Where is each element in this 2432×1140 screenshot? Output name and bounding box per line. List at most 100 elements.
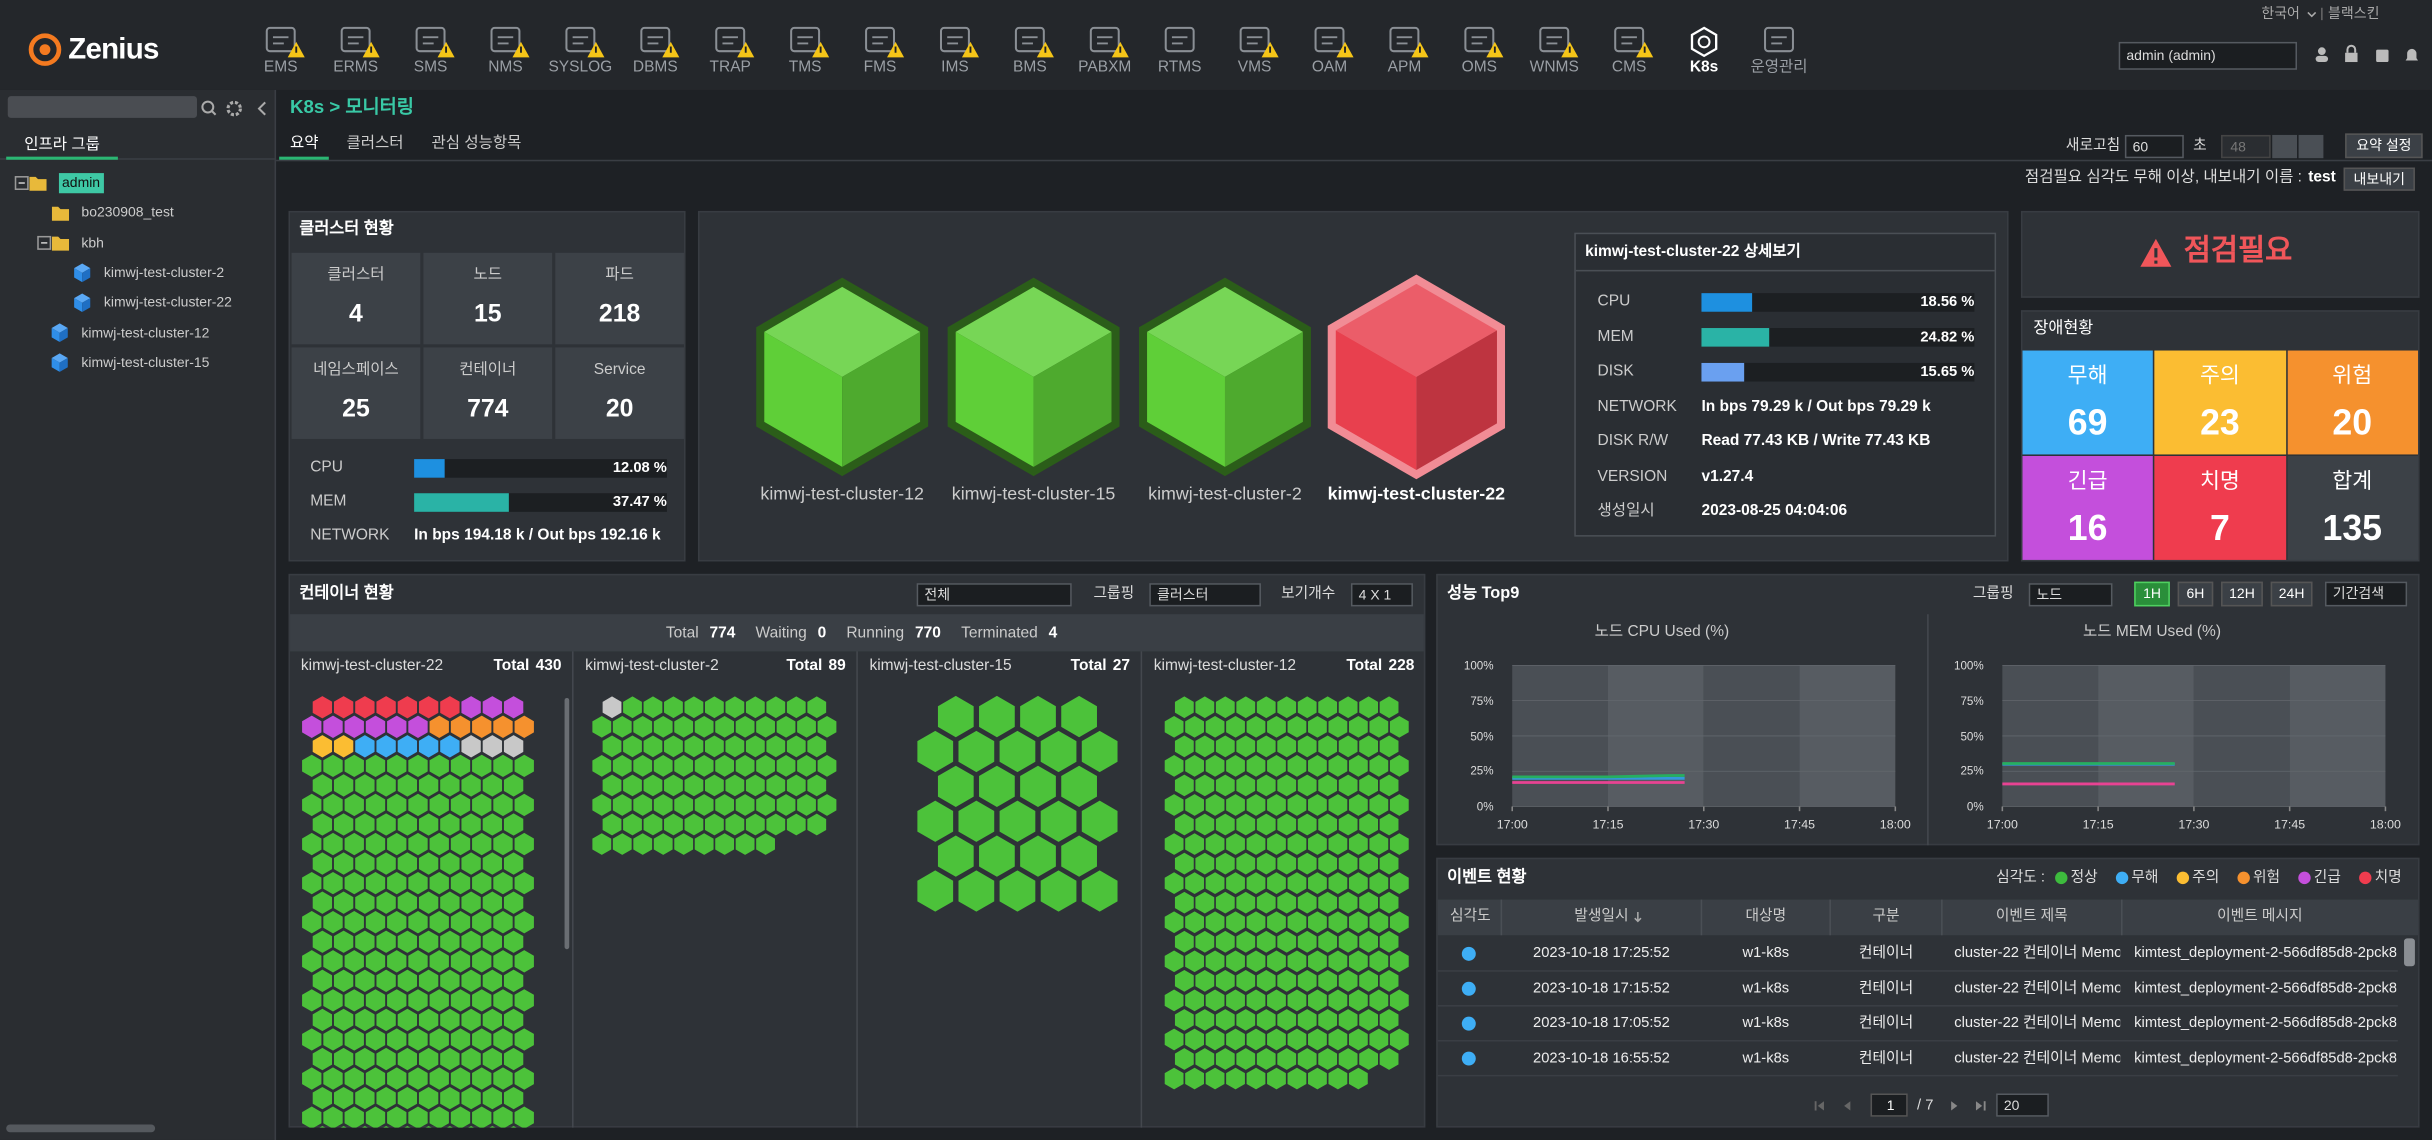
network-label: NETWORK xyxy=(310,527,390,545)
table-cell: cluster-22 컨테이너 Memo xyxy=(1954,1014,2121,1032)
tab[interactable]: 요약 xyxy=(290,134,319,152)
group-name: kimwj-test-cluster-2 xyxy=(585,657,719,675)
pod-hex xyxy=(383,1126,389,1128)
tree-label[interactable]: kbh xyxy=(81,234,104,251)
sidebar-tab[interactable]: 인프라 그룹 xyxy=(24,136,100,154)
range-button[interactable]: 12H xyxy=(2221,581,2263,607)
page-value: 1 xyxy=(1886,1096,1895,1113)
notice-text: 점검필요 심각도 무해 이상, 내보내기 이름 : xyxy=(2024,169,2302,187)
table-cell: kimtest_deployment-2-566df85d8-2pck8 xyxy=(2134,979,2397,997)
refresh-select[interactable]: 60 xyxy=(2124,134,2184,159)
nav-label[interactable]: WNMS xyxy=(1529,58,1579,76)
tab[interactable]: 관심 성능항목 xyxy=(431,134,522,152)
nav-label[interactable]: OMS xyxy=(1461,58,1498,76)
nav-label[interactable]: CMS xyxy=(1611,58,1647,76)
detail-label: 생성일시 xyxy=(1597,502,1655,520)
nav-label[interactable]: APM xyxy=(1387,58,1422,76)
detail-label: NETWORK xyxy=(1597,398,1677,416)
nav-label[interactable]: IMS xyxy=(941,58,969,76)
summary-bar xyxy=(290,614,1424,652)
tab[interactable]: 클러스터 xyxy=(346,134,404,152)
nav-label[interactable]: FMS xyxy=(863,58,897,76)
nav-label[interactable]: ERMS xyxy=(333,58,379,76)
header-bar xyxy=(0,0,2432,90)
nav-label[interactable]: TRAP xyxy=(709,58,751,76)
tree-label[interactable]: kimwj-test-cluster-15 xyxy=(81,354,210,370)
cluster-name[interactable]: kimwj-test-cluster-12 xyxy=(760,485,924,505)
nav-label[interactable]: PABXM xyxy=(1078,58,1132,76)
y-tick-label: 100% xyxy=(1953,658,1984,673)
failure-cell xyxy=(2154,455,2286,560)
x-tick-label: 18:00 xyxy=(1879,817,1911,832)
table-header[interactable]: 발생일시 xyxy=(1574,907,1629,925)
breadcrumb: K8s > 모니터링 xyxy=(290,95,414,118)
table-header[interactable]: 대상명 xyxy=(1745,907,1787,925)
table-header[interactable]: 이벤트 제목 xyxy=(1995,907,2068,925)
language[interactable]: 한국어 xyxy=(2261,5,2300,22)
table-header[interactable]: 심각도 xyxy=(1450,907,1491,925)
range-button[interactable]: 6H xyxy=(2177,581,2214,607)
group-name: kimwj-test-cluster-12 xyxy=(1153,657,1296,675)
nav-label[interactable]: BMS xyxy=(1013,58,1047,76)
nav-label[interactable]: OAM xyxy=(1311,58,1348,76)
nav-label[interactable]: 운영관리 xyxy=(1750,58,1808,76)
export-button[interactable]: 내보내기 xyxy=(2343,167,2415,191)
nav-label[interactable]: SYSLOG xyxy=(548,58,613,76)
view-select[interactable]: 4 X 1 xyxy=(1350,583,1413,607)
range-button[interactable]: 1H xyxy=(2134,581,2170,607)
chart-title: 노드 MEM Used (%) xyxy=(2083,623,2222,641)
pause-button[interactable] xyxy=(2272,134,2298,159)
y-tick-label: 75% xyxy=(1960,693,1984,708)
failure-cell xyxy=(2287,350,2418,455)
user-select[interactable]: admin (admin) xyxy=(2118,41,2298,70)
legend-item: 무해 xyxy=(2131,869,2159,887)
page-count: / 7 xyxy=(1917,1097,1934,1115)
nav-label[interactable]: TMS xyxy=(788,58,822,76)
nav-label[interactable]: K8s xyxy=(1689,58,1719,76)
select-value: 20 xyxy=(2003,1096,2020,1113)
range-button[interactable]: 24H xyxy=(2270,581,2313,607)
table-cell: 2023-10-18 16:55:52 xyxy=(1532,1049,1670,1067)
page-input[interactable]: 1 xyxy=(1870,1093,1908,1117)
period-search[interactable]: 기간검색 xyxy=(2324,581,2408,607)
nav-label[interactable]: EMS xyxy=(263,58,298,76)
nav-label[interactable]: VMS xyxy=(1237,58,1272,76)
tree-label[interactable]: kimwj-test-cluster-22 xyxy=(103,294,232,310)
settings-button[interactable]: 요약 설정 xyxy=(2345,133,2423,159)
table-cell: w1-k8s xyxy=(1742,944,1790,962)
legend-item: 긴급 xyxy=(2313,869,2341,887)
nav-label[interactable]: DBMS xyxy=(632,58,678,76)
table-cell: 컨테이너 xyxy=(1858,1049,1914,1067)
pod-hex xyxy=(468,1126,474,1128)
filter-select[interactable]: 전체 xyxy=(916,583,1072,607)
x-tick-label: 17:30 xyxy=(1688,817,1720,832)
table-header[interactable]: 이벤트 메시지 xyxy=(2217,907,2303,925)
cluster-name[interactable]: kimwj-test-cluster-15 xyxy=(951,485,1116,505)
table-header[interactable]: 구분 xyxy=(1872,907,1900,925)
tree-label[interactable]: kimwj-test-cluster-12 xyxy=(81,324,210,340)
search-input[interactable] xyxy=(7,96,197,118)
perf-grouping-select[interactable]: 노드 xyxy=(2028,583,2113,607)
group-total: 430 xyxy=(535,657,562,675)
table-cell: 2023-10-18 17:15:52 xyxy=(1532,979,1670,997)
table-cell: cluster-22 컨테이너 Memo xyxy=(1954,944,2121,962)
tree-label[interactable]: bo230908_test xyxy=(81,204,174,221)
group-name: kimwj-test-cluster-15 xyxy=(869,657,1012,675)
detail-box xyxy=(1574,232,1997,537)
tree-label[interactable]: admin xyxy=(58,173,104,193)
refresh-button[interactable] xyxy=(2298,134,2324,159)
page-size-select[interactable]: 20 xyxy=(1996,1093,2049,1117)
nav-label[interactable]: RTMS xyxy=(1157,58,1202,76)
table-cell: w1-k8s xyxy=(1742,979,1790,997)
tree-label[interactable]: kimwj-test-cluster-2 xyxy=(103,264,225,280)
nav-label[interactable]: SMS xyxy=(413,58,448,76)
cluster-name[interactable]: kimwj-test-cluster-2 xyxy=(1148,485,1302,505)
x-tick-label: 17:15 xyxy=(2082,817,2114,832)
grouping-select[interactable]: 클러스터 xyxy=(1149,583,1261,607)
table-cell: 컨테이너 xyxy=(1858,1014,1914,1032)
x-tick-label: 17:00 xyxy=(1986,817,2018,832)
skin[interactable]: 블랙스킨 xyxy=(2328,5,2380,22)
nav-label[interactable]: NMS xyxy=(488,58,523,76)
cluster-name[interactable]: kimwj-test-cluster-22 xyxy=(1327,485,1506,505)
